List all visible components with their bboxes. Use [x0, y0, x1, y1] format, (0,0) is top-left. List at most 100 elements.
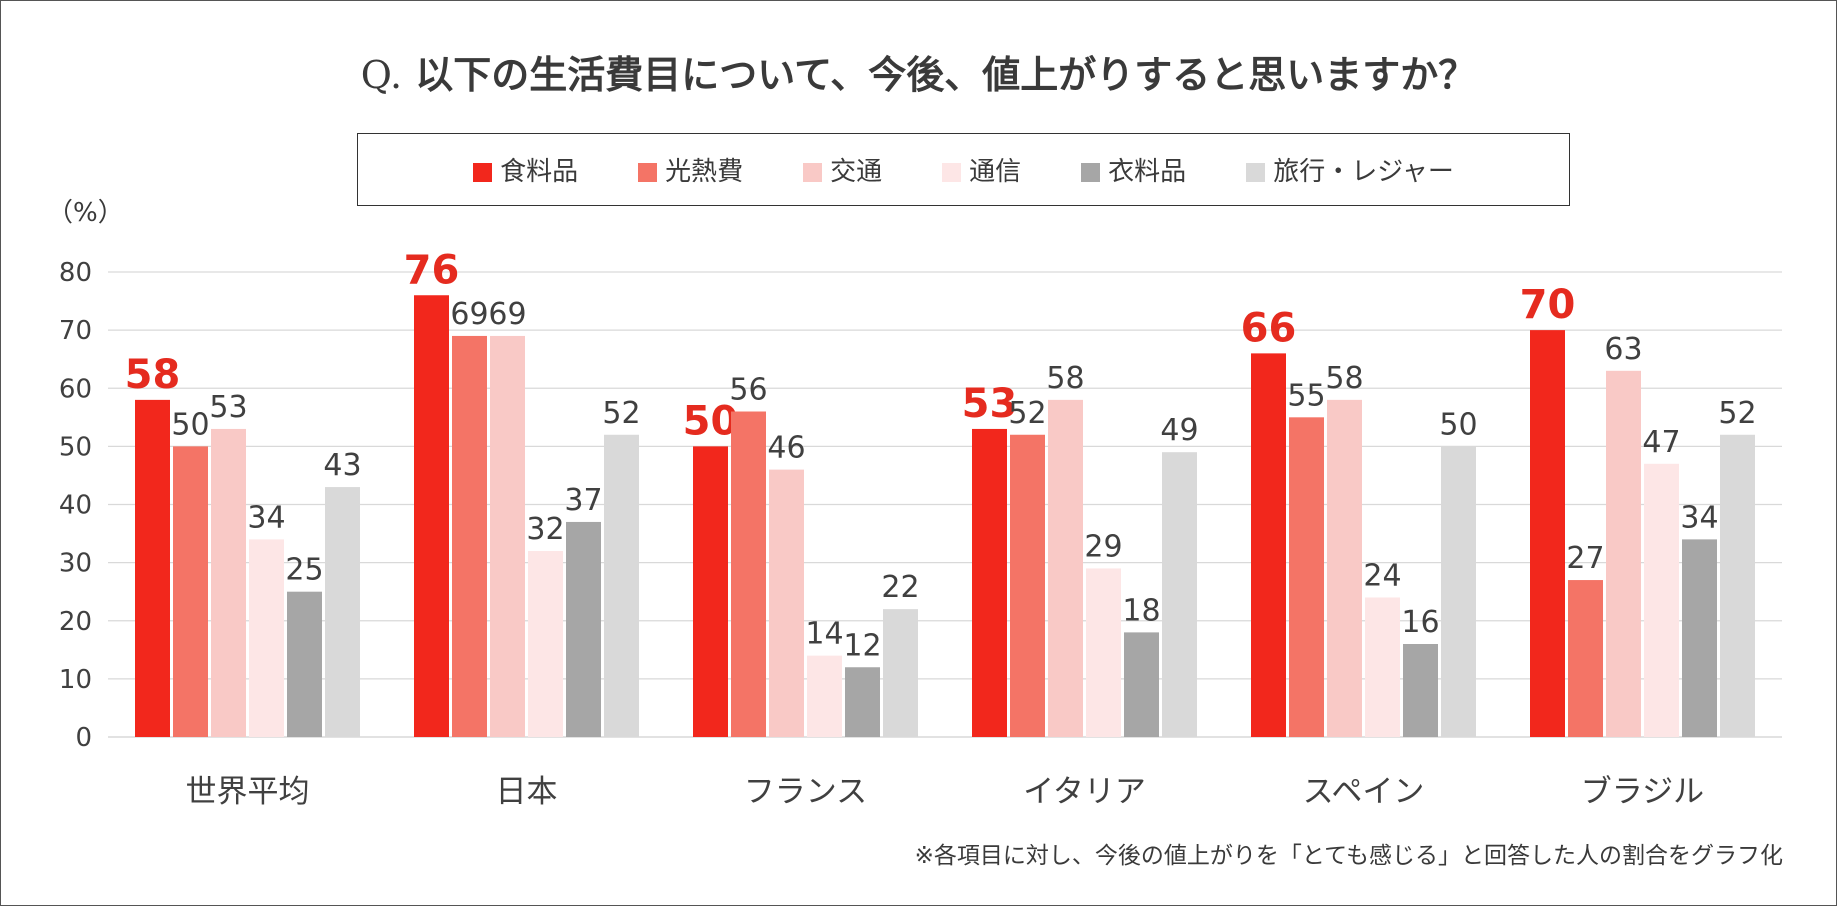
y-axis-unit: （%） — [47, 198, 124, 228]
data-label: 58 — [1325, 361, 1363, 396]
y-tick-label: 10 — [59, 665, 92, 695]
bar — [490, 335, 525, 737]
legend-item: 光熱費 — [638, 151, 743, 188]
bar — [1086, 568, 1121, 737]
legend-label: 旅行・レジャー — [1273, 157, 1454, 187]
bar — [287, 591, 322, 737]
data-label: 52 — [1718, 396, 1756, 431]
bar — [414, 295, 449, 737]
bar — [693, 446, 728, 737]
x-tick-label: 世界平均 — [186, 774, 310, 810]
data-label: 50 — [683, 398, 739, 444]
y-tick-label: 80 — [59, 258, 92, 288]
legend-swatch — [942, 162, 962, 182]
bar — [1441, 446, 1476, 737]
data-label: 25 — [285, 553, 323, 588]
data-label: 58 — [125, 352, 181, 398]
x-tick-label: フランス — [744, 774, 867, 810]
bar — [528, 551, 563, 737]
legend-item: 旅行・レジャー — [1246, 151, 1454, 188]
x-tick-label: イタリア — [1023, 774, 1146, 810]
legend-swatch — [1246, 162, 1266, 182]
data-label: 47 — [1642, 425, 1680, 460]
bar — [173, 446, 208, 737]
bar — [1251, 353, 1286, 737]
footnote: ※各項目に対し、今後の値上がりを「とても感じる」と回答した人の割合をグラフ化 — [914, 843, 1783, 869]
bar — [769, 469, 804, 737]
bar — [1606, 370, 1641, 737]
bar — [1162, 452, 1197, 737]
legend-item: 食料品 — [473, 151, 578, 188]
data-label: 16 — [1401, 605, 1439, 640]
y-tick-label: 60 — [59, 374, 92, 404]
bar — [972, 428, 1007, 737]
data-label: 50 — [1439, 407, 1477, 442]
bar — [1720, 434, 1755, 737]
data-label: 27 — [1566, 541, 1604, 576]
legend-label: 交通 — [830, 157, 883, 187]
bar — [883, 609, 918, 737]
data-label: 52 — [602, 396, 640, 431]
bar — [1327, 399, 1362, 737]
data-label: 66 — [1241, 305, 1297, 351]
y-tick-label: 40 — [59, 491, 92, 521]
bar — [1403, 644, 1438, 737]
bar — [566, 521, 601, 737]
data-label: 69 — [450, 297, 488, 332]
legend-item: 衣料品 — [1081, 151, 1186, 188]
x-tick-label: ブラジル — [1581, 774, 1704, 810]
title-text: 以下の生活費目について、今後、値上がりすると思いますか？ — [415, 53, 1477, 97]
data-label: 43 — [323, 448, 361, 483]
data-label: 63 — [1604, 332, 1642, 367]
y-tick-label: 20 — [59, 607, 92, 637]
y-tick-label: 0 — [75, 723, 92, 753]
bar — [807, 655, 842, 737]
bar — [1048, 399, 1083, 737]
bar — [135, 399, 170, 737]
data-label: 14 — [805, 617, 843, 652]
data-label: 46 — [767, 431, 805, 466]
data-label: 12 — [843, 628, 881, 663]
data-label: 53 — [209, 390, 247, 425]
legend-label: 通信 — [969, 157, 1022, 187]
bar — [1124, 632, 1159, 737]
y-tick-label: 50 — [59, 432, 92, 462]
data-label: 50 — [171, 407, 209, 442]
bar — [845, 667, 880, 737]
data-label: 34 — [1680, 500, 1718, 535]
data-label: 24 — [1363, 559, 1401, 594]
data-label: 22 — [881, 570, 919, 605]
x-tick-label: 日本 — [496, 774, 558, 810]
data-label: 29 — [1084, 529, 1122, 564]
data-label: 52 — [1008, 396, 1046, 431]
legend-item: 通信 — [942, 151, 1021, 188]
legend-swatch — [803, 162, 823, 182]
bar — [1568, 580, 1603, 737]
bar — [604, 434, 639, 737]
x-tick-label: スペイン — [1303, 774, 1425, 810]
legend-label: 食料品 — [500, 157, 579, 187]
bar — [211, 428, 246, 737]
y-tick-label: 30 — [59, 549, 92, 579]
y-tick-label: 70 — [59, 316, 92, 346]
data-label: 32 — [526, 512, 564, 547]
bar — [249, 539, 284, 737]
legend-swatch — [638, 162, 658, 182]
bar — [1530, 330, 1565, 737]
legend-item: 交通 — [803, 151, 882, 188]
data-label: 53 — [962, 381, 1018, 427]
data-label: 70 — [1520, 282, 1576, 328]
legend-swatch — [473, 162, 493, 182]
chart-title: Q. 以下の生活費目について、今後、値上がりすると思いますか？ — [0, 44, 1837, 99]
title-prefix: Q. — [360, 53, 403, 97]
bar — [1682, 539, 1717, 737]
legend-label: 衣料品 — [1108, 157, 1187, 187]
bar — [325, 487, 360, 737]
data-label: 58 — [1046, 361, 1084, 396]
bar — [1644, 463, 1679, 737]
bar — [1010, 434, 1045, 737]
data-label: 55 — [1287, 378, 1325, 413]
bar — [731, 411, 766, 737]
data-label: 69 — [488, 297, 526, 332]
